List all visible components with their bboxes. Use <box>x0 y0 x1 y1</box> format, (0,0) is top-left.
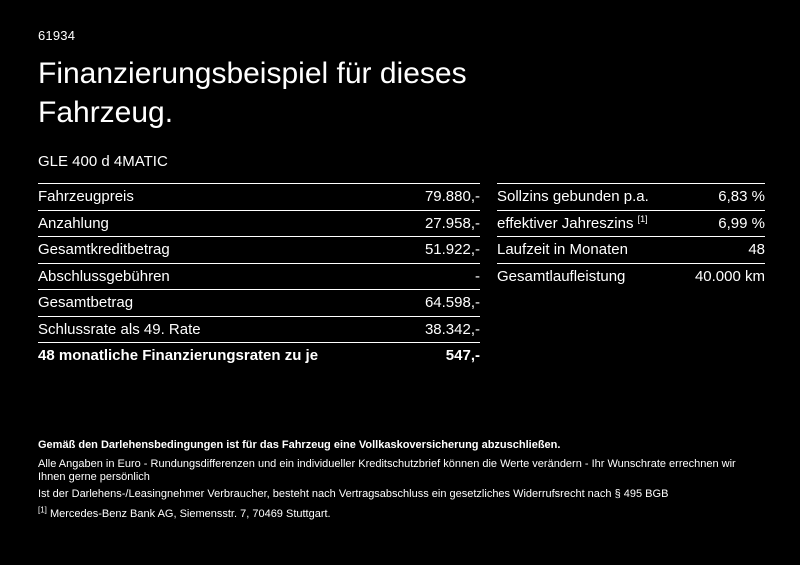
table-row-schlussrate: Schlussrate als 49. Rate 38.342,- <box>38 315 480 343</box>
page-title: Finanzierungsbeispiel für dieses Fahrzeu… <box>38 57 467 129</box>
row-label: Sollzins gebunden p.a. <box>497 188 649 206</box>
row-label: Gesamtbetrag <box>38 294 134 312</box>
row-value: - <box>475 267 480 285</box>
listing-id: 61934 <box>38 28 76 43</box>
table-row-abschlussgebuehren: Abschlussgebühren - <box>38 262 480 290</box>
row-label: Gesamtlaufleistung <box>497 267 626 285</box>
row-value: 51.922,- <box>424 241 480 259</box>
row-value: 6,83 % <box>718 188 765 206</box>
table-row-gesamtlaufleistung: Gesamtlaufleistung 40.000 km <box>497 262 765 290</box>
row-label: Gesamtkreditbetrag <box>38 241 170 259</box>
table-row-sollzins: Sollzins gebunden p.a. 6,83 % <box>497 183 765 210</box>
table-row-monatsrate: 48 monatliche Finanzierungsraten zu je 5… <box>38 342 480 369</box>
row-label: Anzahlung <box>38 214 109 232</box>
table-row-laufzeit: Laufzeit in Monaten 48 <box>497 236 765 263</box>
bank-reference: [1] Mercedes-Benz Bank AG, Siemensstr. 7… <box>38 505 762 521</box>
table-row-gesamtkreditbetrag: Gesamtkreditbetrag 51.922,- <box>38 236 480 263</box>
row-value: 27.958,- <box>424 214 480 232</box>
euro-rounding-note: Alle Angaben in Euro - Rundungsdifferenz… <box>38 458 736 483</box>
table-row-anzahlung: Anzahlung 27.958,- <box>38 209 480 237</box>
row-value: 6,99 % <box>718 214 765 232</box>
vehicle-name: GLE 400 d 4MATIC <box>38 153 168 170</box>
row-value: 48 <box>748 241 765 259</box>
table-row-gesamtbetrag: Gesamtbetrag 64.598,- <box>38 289 480 316</box>
footnote-marker: [1] <box>38 505 47 515</box>
withdrawal-right-note: Ist der Darlehens-/Leasingnehmer Verbrau… <box>38 488 669 500</box>
bank-reference-text: Mercedes-Benz Bank AG, Siemensstr. 7, 70… <box>49 508 331 520</box>
row-label: Abschlussgebühren <box>38 267 170 285</box>
row-label-text: effektiver Jahreszins <box>497 214 634 232</box>
finance-table-right: Sollzins gebunden p.a. 6,83 % effektiver… <box>497 183 765 289</box>
table-row-effektiver-jahreszins: effektiver Jahreszins [1] 6,99 % <box>497 209 765 237</box>
row-label: Fahrzeugpreis <box>38 188 134 206</box>
footnote-marker: [1] <box>637 213 648 224</box>
row-value: 38.342,- <box>424 320 480 338</box>
insurance-note: Gemäß den Darlehensbedingungen ist für d… <box>38 439 561 451</box>
row-label: Schlussrate als 49. Rate <box>38 320 201 338</box>
row-value: 547,- <box>445 347 480 365</box>
row-label: effektiver Jahreszins [1] <box>497 213 648 232</box>
row-label: Laufzeit in Monaten <box>497 241 628 259</box>
footnotes-section: Gemäß den Darlehensbedingungen ist für d… <box>38 439 762 525</box>
row-label: 48 monatliche Finanzierungsraten zu je <box>38 347 319 365</box>
row-value: 40.000 km <box>694 267 765 285</box>
row-value: 64.598,- <box>424 294 480 312</box>
row-value: 79.880,- <box>424 188 480 206</box>
finance-table-left: Fahrzeugpreis 79.880,- Anzahlung 27.958,… <box>38 183 480 369</box>
table-row-fahrzeugpreis: Fahrzeugpreis 79.880,- <box>38 183 480 210</box>
